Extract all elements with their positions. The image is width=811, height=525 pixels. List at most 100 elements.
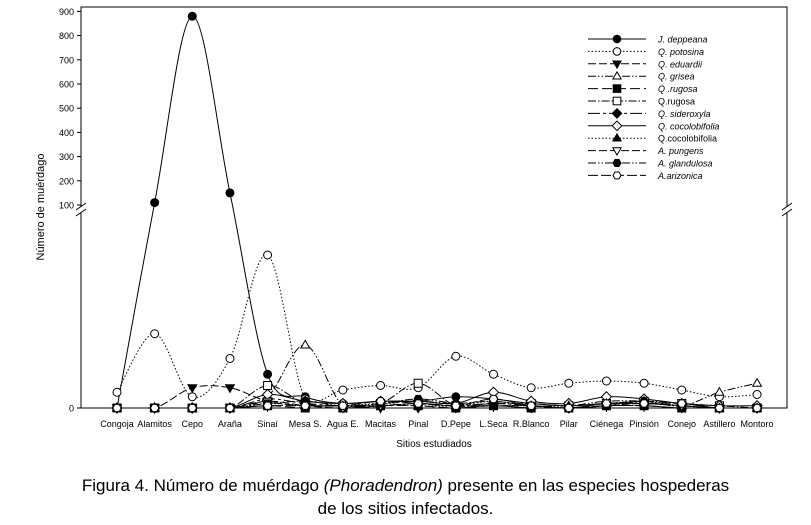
data-point xyxy=(601,376,611,386)
legend-item: Q .rugosa xyxy=(588,84,698,94)
x-tick-label: Araña xyxy=(218,419,242,429)
data-point xyxy=(677,385,687,395)
legend-marker xyxy=(611,60,623,70)
data-point xyxy=(225,354,235,363)
data-point xyxy=(601,399,612,408)
axis-break-gap xyxy=(783,207,791,212)
data-point xyxy=(225,403,235,413)
legend-item: Q. grisea xyxy=(588,70,695,82)
x-tick-label: D.Pepe xyxy=(441,419,471,429)
legend-label: Q. sideroxyla xyxy=(658,109,711,119)
x-tick-label: R.Blanco xyxy=(513,419,550,429)
data-point xyxy=(224,384,236,394)
series-points-q-potosina-1 xyxy=(112,250,762,404)
legend-item: Q. eduardii xyxy=(588,59,703,69)
legend-item: Q.cocolobifolia xyxy=(588,132,717,144)
y-tick-label: 300 xyxy=(59,152,74,162)
legend-marker xyxy=(611,120,623,132)
data-point xyxy=(338,385,348,395)
y-tick-label: 200 xyxy=(59,176,74,186)
x-tick-label: Pinsión xyxy=(629,419,659,429)
caption-prefix: Figura 4. Número de muérdago xyxy=(81,476,324,495)
y-tick-label: 100 xyxy=(59,201,74,211)
data-point xyxy=(752,390,762,399)
data-point xyxy=(225,188,235,198)
data-point xyxy=(375,397,386,406)
x-tick-label: Mesa S. xyxy=(289,419,322,429)
axis-break-gap xyxy=(77,207,85,212)
data-point xyxy=(187,384,198,394)
x-axis-label: Sitios estudiados xyxy=(396,439,472,450)
x-tick-label: Astillero xyxy=(703,419,735,429)
legend-item: J. deppeana xyxy=(588,35,708,45)
x-tick-label: Alamitos xyxy=(137,419,172,429)
legend-marker xyxy=(611,132,623,142)
data-point xyxy=(488,401,499,410)
data-point xyxy=(451,351,461,361)
legend-item: A. pungens xyxy=(588,146,704,156)
y-tick-label: 600 xyxy=(59,80,74,90)
data-point xyxy=(263,369,273,379)
legend-label: Q.cocolobifolia xyxy=(658,134,717,144)
legend-marker xyxy=(612,159,622,167)
legend-marker xyxy=(612,34,622,44)
series-line-q-grisea-3 xyxy=(117,344,758,409)
legend-marker xyxy=(611,107,623,119)
data-point xyxy=(413,378,423,388)
legend-item: Q. cocolobifolia xyxy=(588,120,720,132)
x-tick-label: Pinal xyxy=(408,419,428,429)
data-point xyxy=(526,383,536,393)
legend-label: Q .rugosa xyxy=(658,84,698,94)
x-tick-label: L.Seca xyxy=(479,419,507,429)
x-tick-label: Pilar xyxy=(560,419,578,429)
data-point xyxy=(149,403,160,413)
axis-break-mark xyxy=(75,202,87,211)
data-point xyxy=(187,11,197,21)
legend-item: A. glandulosa xyxy=(588,159,713,169)
data-point xyxy=(714,386,725,396)
data-point xyxy=(489,369,498,379)
x-tick-label: Macitas xyxy=(365,419,397,429)
caption-suffix: presente en las especies hospederas xyxy=(442,476,730,495)
data-point xyxy=(299,339,311,349)
data-point xyxy=(526,401,536,410)
axis-break-mark xyxy=(75,208,87,217)
y-tick-label: 700 xyxy=(59,55,74,65)
legend-label: Q. potosina xyxy=(658,47,704,57)
legend-marker xyxy=(612,47,622,56)
data-point xyxy=(413,399,423,408)
data-point xyxy=(676,399,687,408)
x-tick-label: Sinaí xyxy=(257,419,278,429)
caption-genus: (Phoradendron) xyxy=(323,476,443,495)
series-markers xyxy=(111,11,763,414)
y-tick-label: 400 xyxy=(59,128,74,138)
data-point xyxy=(150,198,160,208)
y-axis-label: Número de muérdago xyxy=(35,153,47,260)
data-point xyxy=(639,399,649,408)
data-point xyxy=(752,403,762,413)
data-point xyxy=(262,401,273,410)
series-points-a-arizonica-11 xyxy=(112,394,762,413)
data-point xyxy=(187,403,198,413)
mistletoe-line-chart: 100 200 300 400 500 600 700 800 900 0 Congoja Alami… xyxy=(35,6,793,450)
legend-item: Q. potosina xyxy=(588,47,704,57)
legend-marker xyxy=(612,84,622,93)
legend-item: Q. sideroxyla xyxy=(588,107,711,119)
legend-marker xyxy=(611,70,623,80)
caption-line-2: de los sitios infectados. xyxy=(317,499,494,518)
data-point xyxy=(300,401,311,410)
legend-label: Q. grisea xyxy=(658,72,695,82)
data-point xyxy=(187,392,197,402)
legend-label: J. deppeana xyxy=(657,35,708,45)
legend-label: A.arizonica xyxy=(657,171,703,181)
axis-break-mark xyxy=(781,202,793,211)
legend-label: A. glandulosa xyxy=(657,159,713,169)
data-point xyxy=(338,401,348,410)
legend-item: A.arizonica xyxy=(588,171,703,181)
y-tick-label: 500 xyxy=(59,104,74,114)
series-points-q-cocolobifolia-7 xyxy=(111,386,763,414)
data-point xyxy=(263,381,273,390)
axis-break-mark xyxy=(781,208,793,217)
data-point xyxy=(376,381,386,390)
data-point xyxy=(751,377,763,387)
